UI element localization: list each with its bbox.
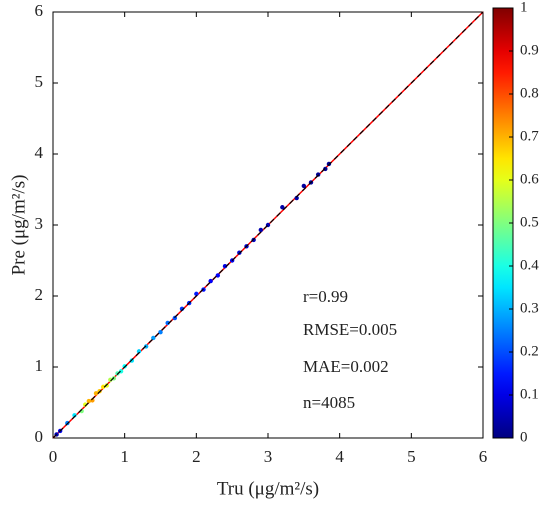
y-tick-label: 3: [35, 214, 44, 233]
colorbar-tick-label: 0.9: [520, 42, 539, 58]
colorbar-tick-label: 1: [520, 0, 528, 15]
colorbar-tick-label: 0.8: [520, 85, 539, 101]
fit-line: [52, 11, 484, 439]
colorbar-tick-label: 0.3: [520, 300, 539, 316]
colorbar-tick-label: 0.5: [520, 214, 539, 230]
colorbar-tick-label: 0.4: [520, 257, 539, 273]
point: [151, 335, 156, 341]
point: [280, 205, 285, 210]
y-tick-label: 0: [35, 427, 44, 446]
x-tick-label: 2: [192, 447, 201, 466]
x-tick-label: 6: [479, 447, 488, 466]
colorbar-tick-label: 0.7: [520, 128, 539, 144]
colorbar-tick-label: 0.2: [520, 343, 539, 359]
x-tick-label: 5: [407, 447, 416, 466]
point: [100, 384, 106, 390]
y-axis-label: Pre (μg/m²/s): [8, 175, 29, 276]
colorbar-tick-label: 0.6: [520, 171, 539, 187]
y-tick-label: 1: [35, 356, 44, 375]
annotation: n=4085: [303, 393, 355, 412]
y-tick-label: 4: [35, 143, 44, 162]
point: [86, 398, 92, 404]
point: [301, 183, 307, 189]
point: [258, 227, 264, 233]
annotation: RMSE=0.005: [303, 320, 397, 339]
colorbar-tick-label: 0: [520, 429, 528, 445]
point: [194, 291, 199, 297]
x-tick-label: 0: [49, 447, 58, 466]
point: [136, 349, 142, 354]
x-tick-label: 3: [264, 447, 273, 466]
x-axis-label: Tru (μg/m²/s): [217, 478, 319, 499]
annotation: MAE=0.002: [303, 357, 389, 376]
annotation: r=0.99: [303, 287, 348, 306]
x-tick-label: 1: [120, 447, 129, 466]
point: [93, 391, 99, 396]
x-tick-label: 4: [335, 447, 344, 466]
point: [294, 195, 299, 201]
colorbar-tick-label: 0.1: [520, 386, 539, 402]
y-tick-label: 6: [35, 1, 44, 20]
y-tick-label: 5: [35, 72, 44, 91]
y-tick-label: 2: [35, 285, 44, 304]
point: [158, 330, 163, 335]
